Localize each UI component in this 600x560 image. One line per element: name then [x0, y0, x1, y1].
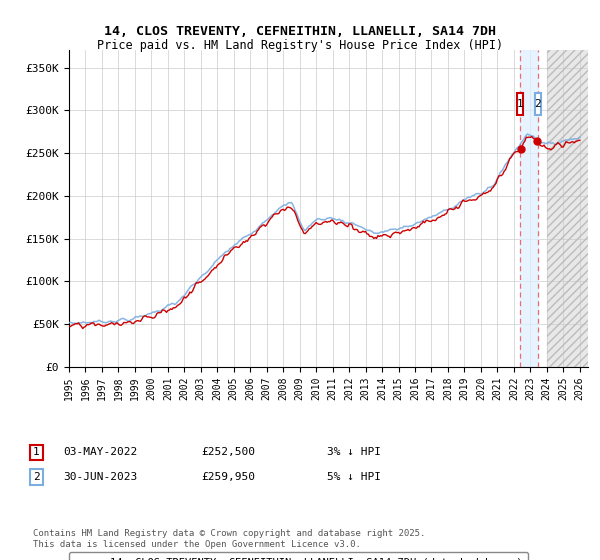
Text: 14, CLOS TREVENTY, CEFNEITHIN, LLANELLI, SA14 7DH: 14, CLOS TREVENTY, CEFNEITHIN, LLANELLI,…: [104, 25, 496, 38]
Text: 30-JUN-2023: 30-JUN-2023: [63, 472, 137, 482]
Text: 03-MAY-2022: 03-MAY-2022: [63, 447, 137, 458]
Text: 3% ↓ HPI: 3% ↓ HPI: [327, 447, 381, 458]
Bar: [547, 50, 588, 367]
Text: £259,950: £259,950: [201, 472, 255, 482]
Text: 2: 2: [535, 99, 541, 109]
FancyBboxPatch shape: [535, 93, 541, 115]
Text: 5% ↓ HPI: 5% ↓ HPI: [327, 472, 381, 482]
Text: Contains HM Land Registry data © Crown copyright and database right 2025.
This d: Contains HM Land Registry data © Crown c…: [33, 529, 425, 549]
Legend: 14, CLOS TREVENTY, CEFNEITHIN, LLANELLI, SA14 7DH (detached house), HPI: Average: 14, CLOS TREVENTY, CEFNEITHIN, LLANELLI,…: [69, 552, 529, 560]
Text: 1: 1: [517, 99, 523, 109]
Text: 1: 1: [33, 447, 40, 458]
Bar: [520, 50, 538, 367]
Text: Price paid vs. HM Land Registry's House Price Index (HPI): Price paid vs. HM Land Registry's House …: [97, 39, 503, 52]
Text: 2: 2: [33, 472, 40, 482]
Bar: [547, 50, 588, 367]
FancyBboxPatch shape: [517, 93, 523, 115]
Text: £252,500: £252,500: [201, 447, 255, 458]
